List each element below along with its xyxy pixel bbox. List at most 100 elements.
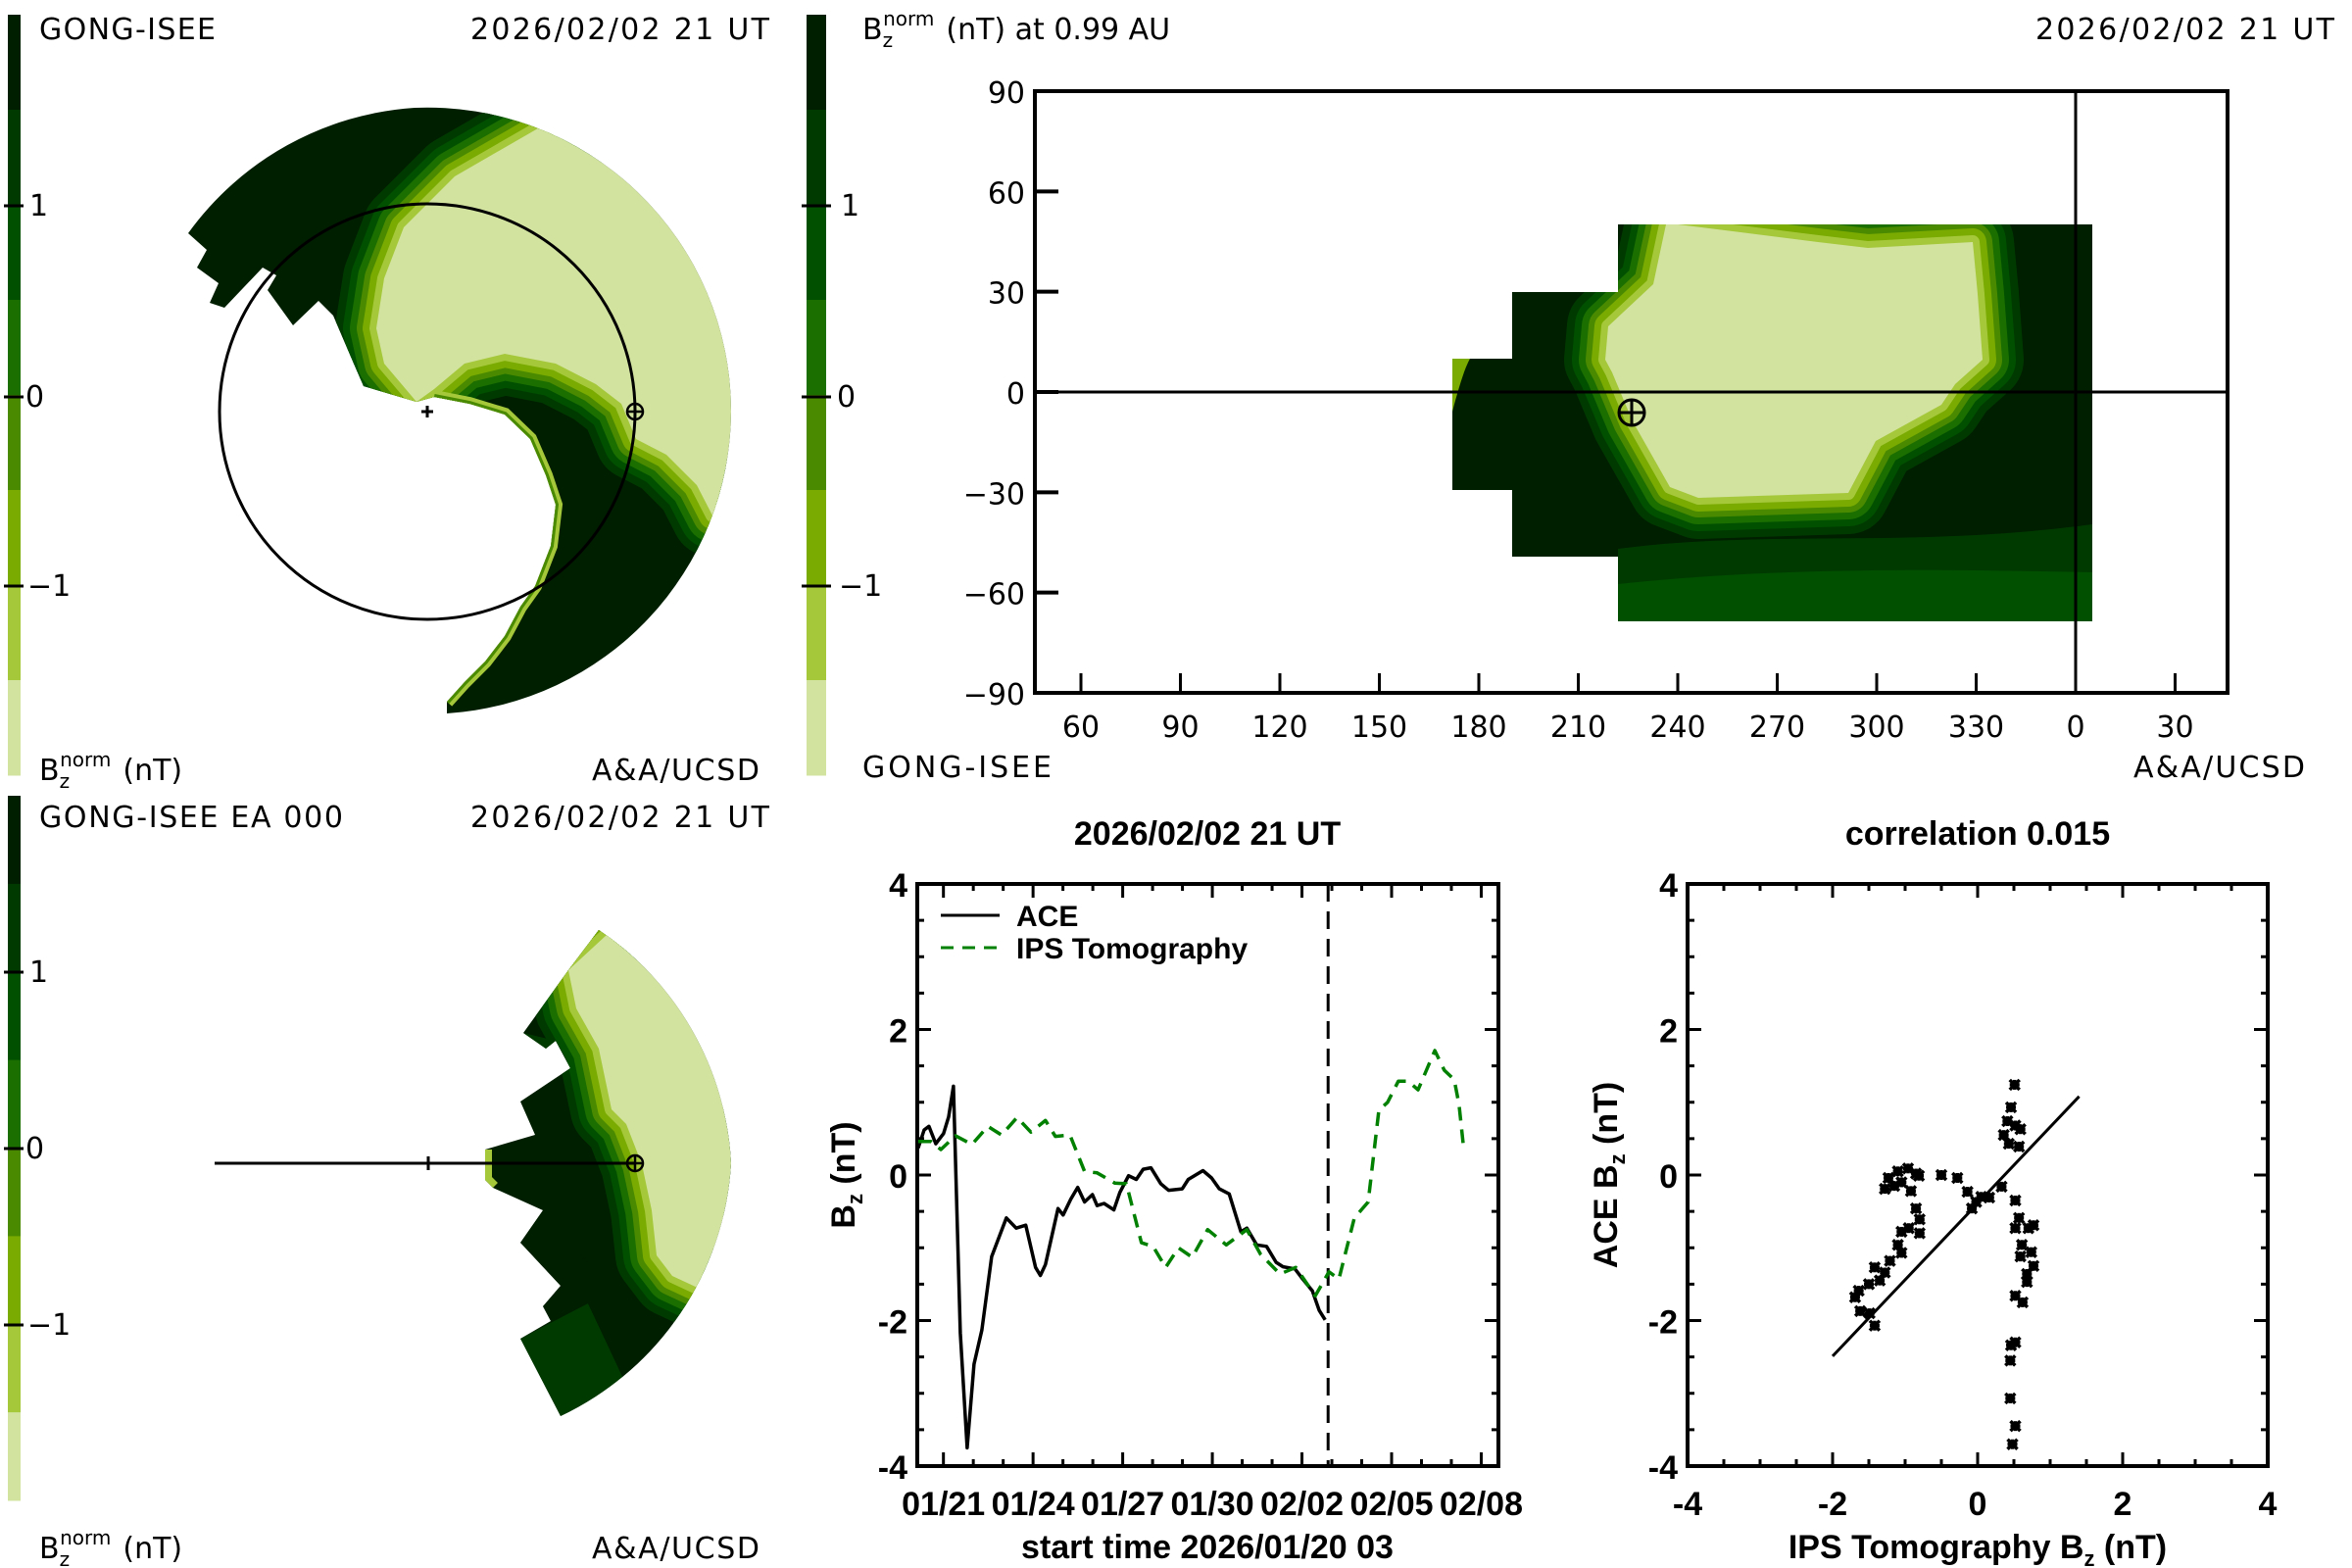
lat-axis: 90 60 30 0 −30 −60 −90 bbox=[963, 76, 1058, 712]
colorbar-tick-label: 0 bbox=[837, 380, 856, 415]
colorbar-ticks bbox=[4, 204, 24, 588]
panel-meridional: 1 0 −1 GONG-ISEE EA 000 2026/02/02 21 UT… bbox=[4, 796, 770, 1568]
scatter-point bbox=[1961, 1185, 1974, 1199]
x-tick-label: 02/08 bbox=[1440, 1486, 1523, 1523]
colorbar-band bbox=[8, 205, 21, 301]
scatter-point bbox=[2012, 1211, 2026, 1225]
chart-title: 2026/02/02 21 UT bbox=[1074, 815, 1341, 853]
scatter-point bbox=[1868, 1261, 1882, 1274]
y-axis-label: Bz (nT) bbox=[825, 1121, 867, 1228]
scatter-point bbox=[1997, 1128, 2010, 1142]
colorbar-tick-label: −1 bbox=[839, 569, 882, 604]
y-tick-label: -2 bbox=[878, 1304, 907, 1342]
lon-axis: 60 90 120 150 180 210 240 270 300 330 0 30 bbox=[1062, 673, 2194, 745]
colorbar-tick-label: 1 bbox=[29, 189, 48, 223]
colorbar-band bbox=[8, 15, 21, 111]
contour-core bbox=[1605, 224, 1983, 498]
colorbar-band bbox=[807, 110, 826, 206]
y-tick-label: -2 bbox=[1648, 1304, 1678, 1342]
sun-marker bbox=[421, 406, 433, 417]
timestamp: 2026/02/02 21 UT bbox=[470, 801, 770, 835]
scatter-point bbox=[2008, 1078, 2021, 1092]
x-tick-label: 01/24 bbox=[992, 1486, 1075, 1523]
scatter-point bbox=[1873, 1274, 1886, 1287]
lat-tick-label: 30 bbox=[988, 277, 1025, 312]
colorbar-band bbox=[8, 110, 21, 206]
y-tick-label: -4 bbox=[1648, 1449, 1678, 1487]
scatter-point bbox=[1853, 1304, 1867, 1318]
y-axis-label: ACE Bz (nT) bbox=[1588, 1082, 1630, 1268]
earth-icon bbox=[625, 402, 645, 421]
lat-tick-label: −60 bbox=[963, 578, 1025, 612]
ecliptic-map bbox=[188, 107, 732, 714]
x-tick-label: 01/21 bbox=[902, 1486, 985, 1523]
x-tick-label: 02/02 bbox=[1260, 1486, 1344, 1523]
colorbar-band bbox=[8, 1148, 21, 1237]
scatter-point bbox=[1935, 1168, 1948, 1182]
y-tick-label: 2 bbox=[889, 1013, 907, 1051]
scatter-point bbox=[1895, 1225, 1908, 1239]
timestamp: 2026/02/02 21 UT bbox=[470, 13, 770, 47]
field-region-dark bbox=[520, 1210, 686, 1387]
colorbar-band bbox=[807, 680, 826, 776]
x-tick-label: 0 bbox=[1969, 1486, 1987, 1523]
scatter-point bbox=[2015, 1239, 2029, 1251]
lon-tick-label: 180 bbox=[1450, 710, 1506, 745]
inner-edge-band bbox=[485, 1150, 498, 1193]
colorbar-band bbox=[8, 1059, 21, 1149]
colorbar-tick-label: −1 bbox=[27, 1308, 71, 1343]
meridional-map bbox=[485, 930, 731, 1416]
scatter-point bbox=[2002, 1137, 2016, 1151]
scatter-point bbox=[1884, 1254, 1896, 1267]
legend-label: ACE bbox=[1016, 901, 1078, 933]
colorbar-band bbox=[8, 971, 21, 1061]
scatter-point bbox=[2004, 1354, 2017, 1367]
scatter-point bbox=[2004, 1101, 2018, 1114]
lon-tick-label: 60 bbox=[1062, 710, 1100, 745]
scatter-point bbox=[1913, 1227, 1927, 1240]
scatter-point bbox=[1904, 1185, 1918, 1198]
colorbar-band bbox=[8, 883, 21, 973]
scatter-point bbox=[2009, 1336, 2022, 1349]
colorbar-band bbox=[807, 395, 826, 491]
field-edge-band bbox=[1452, 359, 1470, 412]
lat-tick-label: 60 bbox=[988, 176, 1025, 211]
timeseries-chart: 2026/02/02 21 UT start time 2026/01/20 0… bbox=[825, 815, 1523, 1566]
lon-tick-label: 240 bbox=[1649, 710, 1705, 745]
x-tick-label: 01/27 bbox=[1081, 1486, 1164, 1523]
lon-tick-label: 90 bbox=[1161, 710, 1199, 745]
credit-label: A&A/UCSD bbox=[2133, 751, 2305, 785]
scatter-point bbox=[1913, 1213, 1927, 1226]
scatter-point bbox=[1909, 1167, 1923, 1180]
x-axis-label: IPS Tomography Bz (nT) bbox=[1788, 1529, 2167, 1568]
colorbar-band bbox=[8, 796, 21, 885]
x-tick-label: 2 bbox=[2114, 1486, 2132, 1523]
chart-title: correlation 0.015 bbox=[1845, 815, 2110, 853]
y-tick-label: 2 bbox=[1659, 1013, 1678, 1051]
panel-map: 1 0 −1 Bznorm (nT) at 0.99 AU 2026/02/02 … bbox=[802, 7, 2335, 785]
earth-icon bbox=[625, 1153, 645, 1173]
axes-frame bbox=[1686, 882, 2270, 1468]
scatter-point bbox=[1887, 1179, 1901, 1193]
inner-edge-band bbox=[433, 394, 560, 705]
scatter-point bbox=[1909, 1201, 1923, 1215]
colorbar-band bbox=[8, 1236, 21, 1325]
scatter-point bbox=[1965, 1201, 1979, 1215]
colorbar-band bbox=[807, 300, 826, 396]
scatter-point bbox=[2014, 1250, 2027, 1263]
x-axis-label: start time 2026/01/20 03 bbox=[1021, 1529, 1394, 1566]
scatter-point bbox=[2016, 1296, 2030, 1309]
lat-tick-label: −30 bbox=[963, 477, 1025, 512]
timestamp: 2026/02/02 21 UT bbox=[2035, 13, 2335, 47]
colorbar-tick-label: 1 bbox=[29, 956, 48, 990]
scatter-point bbox=[2025, 1246, 2037, 1258]
legend-label: IPS Tomography bbox=[1016, 933, 1248, 965]
scatter-point bbox=[1901, 1162, 1915, 1175]
colorbar-band bbox=[8, 490, 21, 586]
colorbar-band bbox=[807, 585, 826, 681]
lon-tick-label: 150 bbox=[1351, 710, 1407, 745]
scatter-point bbox=[2009, 1221, 2022, 1235]
scatter-point bbox=[1895, 1247, 1908, 1259]
scatter-point bbox=[1848, 1291, 1862, 1303]
